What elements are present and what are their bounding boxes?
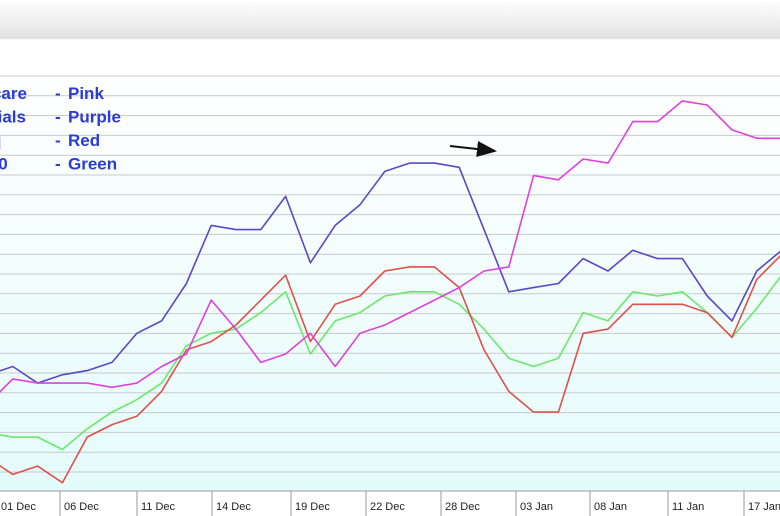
x-axis: 01 Dec 06 Dec 11 Dec 14 Dec 19 Dec 22 Dec 28 D… bbox=[0, 490, 780, 516]
legend-label: S&P 500 bbox=[0, 155, 8, 174]
plot-background bbox=[0, 76, 780, 491]
x-tick-label: 08 Jan bbox=[594, 501, 627, 513]
x-tick-label: 11 Dec bbox=[141, 501, 176, 513]
legend-label: Healthcare bbox=[0, 84, 27, 103]
x-tick-label: 06 Dec bbox=[64, 501, 99, 513]
legend-separator: - bbox=[55, 108, 61, 127]
x-tick-label: 17 Jan bbox=[748, 501, 780, 513]
x-tick-label: 19 Dec bbox=[295, 501, 330, 513]
x-tick-label: 14 Dec bbox=[216, 501, 251, 513]
legend-color-word: Green bbox=[68, 155, 117, 174]
x-tick-label: 01 Dec bbox=[1, 501, 36, 513]
legend-color-word: Purple bbox=[68, 108, 121, 127]
legend-separator: - bbox=[55, 131, 61, 150]
legend-color-word: Red bbox=[68, 131, 100, 150]
x-tick-label: 28 Dec bbox=[445, 501, 480, 513]
series-line-industrials bbox=[0, 162, 780, 384]
legend-color-word: Pink bbox=[68, 84, 104, 103]
toolbar-shadow bbox=[0, 37, 780, 40]
legend: Healthcare-PinkIndustrials-PurpleNasdaq-… bbox=[0, 84, 121, 174]
top-toolbar bbox=[0, 0, 780, 37]
series-line-s-p-500 bbox=[0, 276, 780, 451]
x-tick-label: 03 Jan bbox=[520, 501, 553, 513]
legend-label: Nasdaq bbox=[0, 131, 1, 150]
series-line-healthcare bbox=[0, 100, 780, 393]
x-tick-label: 11 Jan bbox=[672, 501, 704, 513]
series-line-nasdaq bbox=[0, 254, 780, 484]
legend-separator: - bbox=[55, 155, 61, 174]
series-lines bbox=[0, 100, 780, 484]
legend-separator: - bbox=[55, 84, 61, 103]
gridlines bbox=[0, 75, 780, 473]
legend-label: Industrials bbox=[0, 108, 26, 127]
annotation-arrow bbox=[449, 141, 497, 157]
x-tick-label: 22 Dec bbox=[370, 501, 405, 513]
